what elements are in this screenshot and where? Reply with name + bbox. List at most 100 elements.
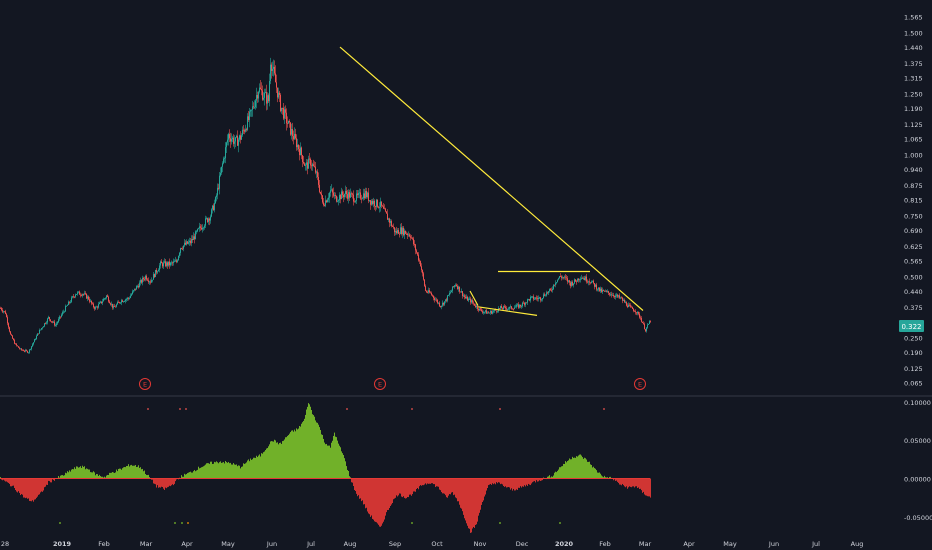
candle-body [451, 290, 452, 293]
oscillator-bar [373, 478, 374, 520]
oscillator-pane[interactable] [0, 403, 651, 533]
candle-body [470, 298, 471, 303]
candle-body [314, 165, 315, 167]
oscillator-bar [280, 442, 281, 479]
candle-body [218, 187, 219, 189]
oscillator-bar [204, 465, 205, 479]
candle-body [178, 256, 179, 261]
candle-body [516, 304, 517, 307]
oscillator-bar [485, 478, 486, 495]
oscillator-bar [468, 478, 469, 529]
candle-body [276, 82, 277, 88]
candle-body [640, 317, 641, 319]
oscillator-bar [282, 441, 283, 479]
candle-body [609, 292, 610, 295]
oscillator-bar [331, 442, 332, 479]
candle-body [472, 300, 473, 303]
oscillator-bar [363, 478, 364, 505]
oscillator-bar [197, 469, 198, 479]
time-tick-label: 28 [1, 540, 9, 548]
oscillator-bar [153, 478, 154, 484]
candle-body [154, 274, 155, 278]
candle-body [531, 296, 532, 298]
oscillator-bar [442, 478, 443, 494]
candle-body [179, 252, 180, 257]
oscillator-bar [182, 476, 183, 479]
oscillator-bar [553, 475, 554, 479]
price-pane[interactable] [0, 57, 651, 354]
oscillator-bar [72, 469, 73, 479]
oscillator-bar [648, 478, 649, 497]
candle-body [295, 133, 296, 139]
candle-body [88, 296, 89, 300]
oscillator-bar [166, 478, 167, 489]
candle-body [24, 350, 25, 352]
oscillator-bar [315, 420, 316, 479]
candle-body [195, 231, 196, 240]
candle-body [593, 280, 594, 284]
oscillator-bar [7, 478, 8, 483]
candle-body [368, 192, 369, 201]
oscillator-bar [591, 464, 592, 479]
oscillator-bar [253, 457, 254, 479]
oscillator-bar [601, 475, 602, 479]
candle-body [20, 348, 21, 350]
oscillator-bar [497, 478, 498, 484]
candle-body [70, 301, 71, 303]
oscillator-bar [236, 464, 237, 479]
candle-body [296, 138, 297, 148]
oscillator-bar [540, 478, 541, 481]
oscillator-bar [462, 478, 463, 512]
candle-body [46, 322, 47, 324]
candle-body [407, 233, 408, 236]
candle-body [555, 282, 556, 286]
candle-body [183, 245, 184, 249]
candle-body [393, 226, 394, 228]
oscillator-bar [298, 428, 299, 479]
oscillator-bar [22, 478, 23, 495]
time-tick-label: Aug [851, 540, 864, 548]
candle-body [306, 162, 307, 165]
oscillator-bar [100, 476, 101, 479]
earnings-marker-label: E [378, 381, 382, 389]
candle-body [210, 216, 211, 221]
oscillator-bar [631, 478, 632, 488]
candle-body [353, 194, 354, 202]
oscillator-bar [583, 458, 584, 479]
candle-body [512, 308, 513, 310]
candle-body [268, 95, 269, 102]
candle-body [101, 301, 102, 304]
oscillator-bar [110, 472, 111, 479]
candle-body [68, 301, 69, 306]
oscillator-bar [616, 478, 617, 481]
oscillator-bar [40, 478, 41, 493]
oscillator-bar [147, 475, 148, 479]
candle-body [122, 300, 123, 302]
oscillator-bar [261, 453, 262, 479]
oscillator-bar [606, 477, 607, 479]
candle-body [386, 211, 387, 214]
oscillator-bar [30, 478, 31, 502]
oscillator-bar [463, 478, 464, 515]
oscillator-bar [108, 475, 109, 479]
candle-body [517, 304, 518, 306]
signal-dot-green [181, 522, 183, 524]
candle-body [214, 202, 215, 211]
candle-body [501, 306, 502, 309]
oscillator-bar [31, 478, 32, 502]
oscillator-bar [11, 478, 12, 487]
candle-body [317, 171, 318, 178]
oscillator-bar [598, 472, 599, 479]
price-tick-label: 0.875 [904, 182, 923, 190]
candle-body [54, 321, 55, 326]
oscillator-bar [14, 478, 15, 488]
oscillator-bar [559, 467, 560, 479]
candle-body [592, 280, 593, 282]
oscillator-bar [351, 478, 352, 483]
candle-body [618, 295, 619, 297]
oscillator-bar [162, 478, 163, 488]
oscillator-bar [344, 458, 345, 479]
candle-body [197, 228, 198, 232]
oscillator-bar [216, 461, 217, 479]
oscillator-bar [504, 478, 505, 487]
